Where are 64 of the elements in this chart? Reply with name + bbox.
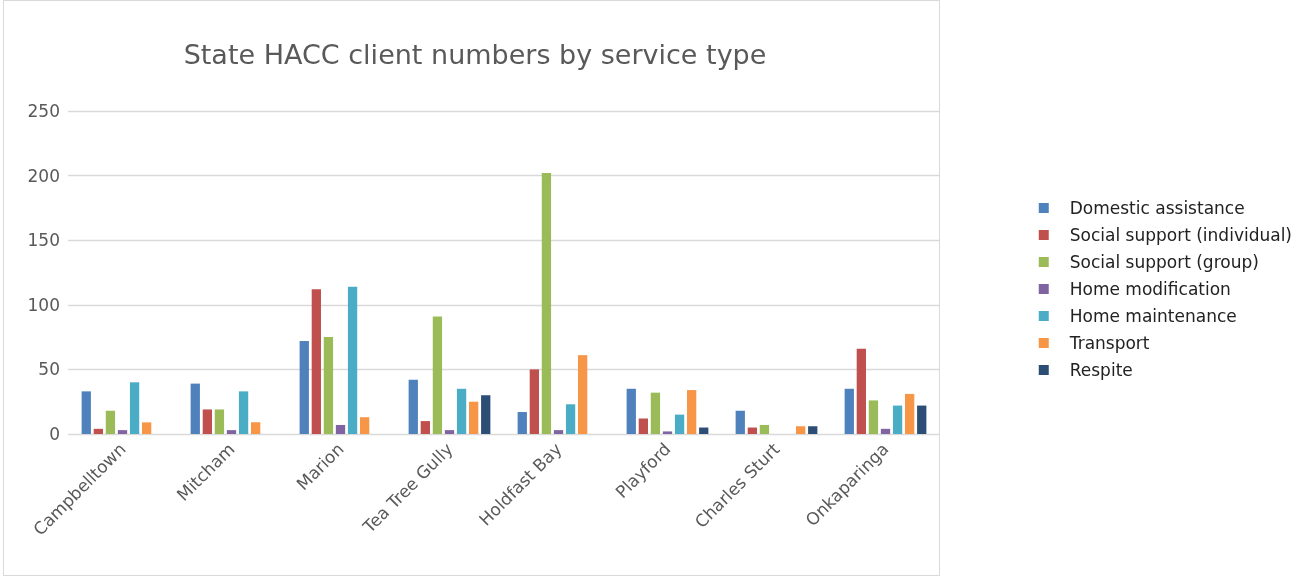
y-tick-label: 0 bbox=[49, 424, 60, 444]
bar bbox=[747, 427, 757, 434]
bar bbox=[759, 424, 770, 434]
bar bbox=[311, 289, 321, 434]
legend-label: Domestic assistance bbox=[1069, 198, 1245, 218]
bar bbox=[469, 401, 479, 434]
bar bbox=[808, 426, 818, 434]
bar bbox=[674, 414, 685, 434]
legend-label: Social support (individual) bbox=[1069, 225, 1292, 245]
bar bbox=[650, 392, 661, 434]
bar bbox=[735, 410, 745, 434]
bar bbox=[856, 348, 866, 434]
legend-label: Home maintenance bbox=[1069, 306, 1237, 326]
bar bbox=[335, 424, 346, 434]
y-tick-label: 50 bbox=[38, 359, 60, 380]
bar bbox=[905, 393, 915, 434]
bar bbox=[481, 395, 491, 434]
bar bbox=[202, 409, 212, 434]
bar bbox=[553, 430, 564, 434]
bar bbox=[844, 388, 854, 434]
legend-label: Transport bbox=[1068, 333, 1150, 353]
bar bbox=[81, 391, 91, 434]
bar bbox=[662, 431, 673, 434]
legend-label: Home modification bbox=[1069, 279, 1231, 299]
legend-label: Social support (group) bbox=[1069, 252, 1259, 272]
bar bbox=[408, 379, 418, 434]
bar bbox=[142, 422, 152, 434]
bar bbox=[626, 388, 636, 434]
bar bbox=[917, 405, 927, 434]
bar bbox=[105, 410, 116, 434]
bar bbox=[565, 404, 576, 434]
bar bbox=[444, 430, 455, 434]
bar bbox=[238, 391, 249, 434]
bar bbox=[638, 418, 648, 434]
bar bbox=[541, 173, 552, 434]
bar bbox=[578, 355, 588, 434]
bar bbox=[796, 426, 806, 434]
legend-label: Respite bbox=[1069, 360, 1133, 380]
bar bbox=[699, 427, 709, 434]
chart-title: State HACC client numbers by service type bbox=[183, 39, 767, 70]
bar bbox=[517, 412, 527, 434]
bar bbox=[360, 417, 370, 434]
bar bbox=[323, 337, 334, 434]
y-tick-label: 200 bbox=[27, 165, 60, 186]
bar bbox=[190, 383, 200, 434]
bar bbox=[529, 369, 539, 434]
bar bbox=[93, 428, 103, 434]
bar bbox=[226, 430, 237, 434]
bar bbox=[456, 388, 467, 434]
bar bbox=[129, 382, 140, 434]
bar bbox=[299, 340, 309, 434]
y-tick-label: 250 bbox=[27, 101, 60, 121]
bar bbox=[868, 400, 879, 434]
bar bbox=[432, 316, 443, 434]
bar bbox=[214, 409, 225, 434]
bar bbox=[892, 405, 903, 434]
bar bbox=[420, 421, 430, 434]
y-tick-label: 150 bbox=[27, 230, 60, 251]
y-tick-label: 100 bbox=[27, 294, 60, 315]
bar bbox=[880, 428, 891, 434]
bar bbox=[251, 422, 261, 434]
bar bbox=[347, 286, 358, 434]
bar bbox=[687, 390, 697, 434]
bar bbox=[117, 430, 128, 434]
